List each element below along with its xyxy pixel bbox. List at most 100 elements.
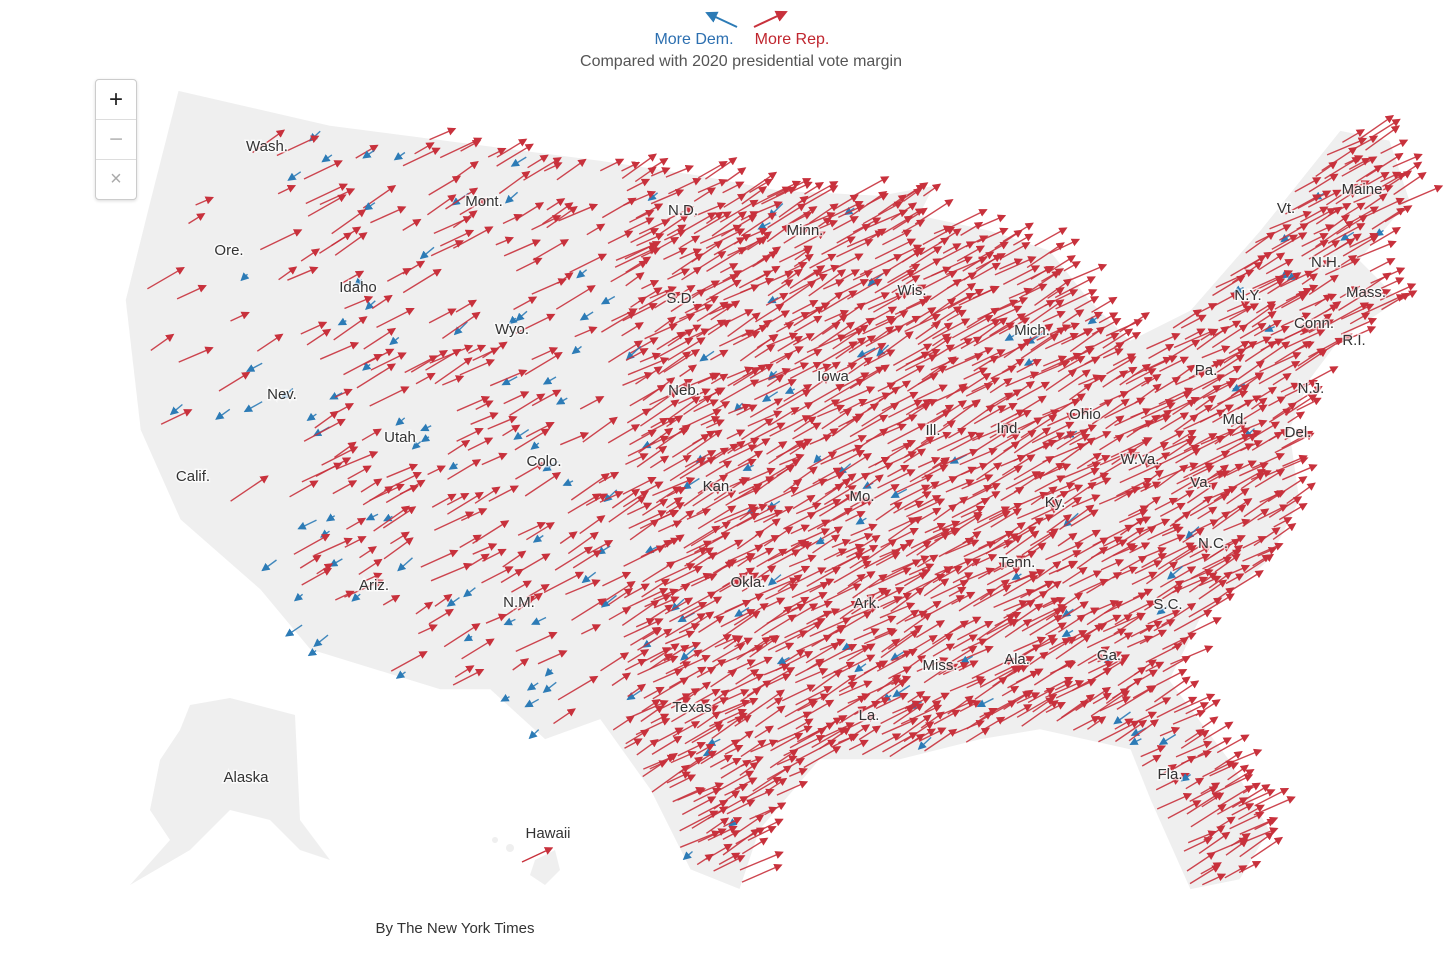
arrow-rep — [1125, 368, 1157, 385]
arrow-rep — [710, 349, 729, 361]
arrow-rep — [626, 217, 655, 232]
arrow-rep — [740, 212, 777, 237]
arrow-rep — [727, 367, 761, 387]
arrow-rep — [1338, 290, 1371, 311]
arrow-rep — [1356, 240, 1397, 259]
arrow-rep — [666, 224, 687, 237]
arrow-rep — [766, 374, 785, 387]
arrow-rep — [1062, 309, 1085, 325]
arrow-rep — [641, 280, 660, 290]
arrow-rep — [849, 191, 888, 218]
arrow-rep — [1028, 299, 1065, 325]
arrow-rep — [1241, 303, 1276, 329]
arrow-rep — [305, 183, 348, 205]
arrow-rep — [555, 285, 596, 310]
arrow-rep — [610, 260, 648, 283]
arrow-rep — [835, 269, 861, 284]
arrow-rep — [1295, 349, 1328, 372]
state-label: Colo. — [526, 453, 561, 470]
alaska — [130, 698, 330, 885]
state-label: Utah — [384, 429, 416, 446]
arrow-rep — [625, 256, 652, 273]
arrow-rep — [1228, 303, 1260, 321]
arrow-rep — [823, 361, 841, 373]
arrow-rep — [341, 270, 365, 284]
arrow-rep — [627, 357, 670, 376]
arrow-rep — [344, 295, 374, 310]
arrow-rep — [489, 369, 528, 387]
arrow-rep — [853, 176, 890, 197]
arrow-rep — [1310, 259, 1332, 274]
arrow-rep — [1043, 355, 1068, 367]
arrow-rep — [877, 194, 907, 216]
arrow-rep — [425, 348, 462, 371]
arrow-rep — [1365, 152, 1404, 178]
arrow-dem — [362, 149, 375, 159]
arrow-dem — [571, 345, 582, 355]
arrow-rep — [1329, 214, 1350, 230]
arrow-rep — [1251, 310, 1277, 328]
arrow-rep — [370, 206, 407, 224]
arrow-rep — [634, 166, 657, 183]
reset[interactable]: × — [110, 168, 122, 190]
arrow-rep — [1201, 365, 1242, 390]
arrow-rep — [1267, 272, 1302, 295]
arrow-rep — [1034, 227, 1068, 247]
arrow-rep — [781, 206, 818, 229]
arrow-rep — [655, 214, 689, 237]
arrow-rep — [532, 239, 570, 261]
arrow-rep — [1253, 319, 1282, 337]
arrow-dem — [579, 311, 594, 321]
arrow-rep — [726, 366, 754, 379]
arrow-rep — [147, 266, 185, 290]
arrow-dem — [762, 391, 779, 402]
arrow-rep — [1057, 355, 1086, 373]
arrow-rep — [804, 291, 844, 319]
arrow-rep — [951, 315, 994, 339]
arrow-rep — [1258, 341, 1291, 364]
arrow-rep — [1353, 171, 1390, 193]
arrow-rep — [852, 270, 874, 281]
arrow-rep — [1091, 296, 1118, 313]
arrow-rep — [670, 288, 706, 313]
arrow-rep — [706, 246, 747, 272]
zoom-out[interactable]: − — [96, 120, 136, 160]
arrow-rep — [836, 223, 871, 244]
state-label: Alaska — [223, 769, 269, 786]
arrow-rep — [1265, 258, 1294, 275]
arrow-rep — [705, 228, 746, 249]
arrow-rep — [621, 322, 644, 337]
arrow-rep — [1284, 329, 1326, 349]
arrow-rep — [276, 135, 320, 157]
state-label: N.C. — [1198, 535, 1228, 552]
arrow-rep — [452, 210, 478, 229]
arrow-rep — [1308, 240, 1341, 260]
arrow-rep — [1084, 311, 1104, 322]
arrow-rep — [978, 241, 1009, 260]
arrow-rep — [711, 211, 747, 237]
arrow-dem — [321, 154, 333, 163]
arrow-rep — [696, 301, 729, 322]
arrow-rep — [973, 322, 1015, 347]
arrow-rep — [1341, 317, 1378, 335]
arrow-rep — [178, 346, 214, 363]
state-label: Neb. — [668, 382, 700, 399]
arrow-rep — [792, 300, 819, 315]
arrow-rep — [700, 274, 739, 294]
arrow-rep — [949, 209, 988, 229]
arrow-rep — [622, 371, 654, 386]
arrow-rep — [625, 272, 645, 287]
arrow-rep — [1258, 361, 1301, 385]
arrow-rep — [626, 178, 651, 192]
state-label: Calif. — [176, 468, 210, 485]
arrow-rep — [832, 216, 859, 231]
arrow-rep — [1271, 234, 1299, 250]
arrow-rep — [1392, 153, 1423, 168]
arrow-rep — [531, 347, 559, 361]
arrow-rep — [804, 181, 824, 195]
zoom-in[interactable]: + — [96, 80, 136, 120]
arrow-rep — [906, 284, 927, 297]
arrow-rep — [1034, 278, 1073, 306]
arrow-rep — [727, 309, 754, 324]
arrow-rep — [942, 243, 962, 254]
